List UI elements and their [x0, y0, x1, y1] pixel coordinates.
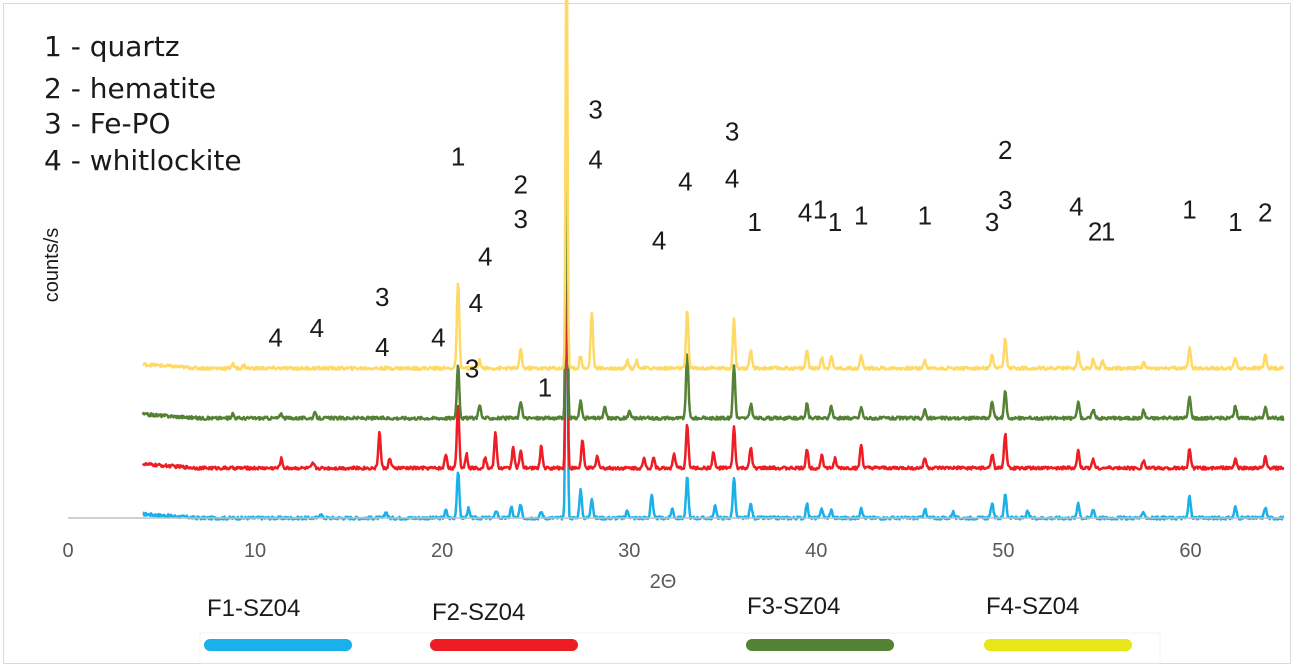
- chart-frame: [3, 3, 1291, 664]
- peak-label: 1: [1101, 216, 1115, 246]
- x-tick-label: 30: [618, 540, 640, 562]
- series-layer: [141, 0, 1285, 521]
- peak-label: 1: [747, 207, 761, 237]
- peak-label: 1: [828, 207, 842, 237]
- legend-box: [199, 632, 1161, 664]
- peak-label: 3: [465, 354, 479, 384]
- peak-label: 1: [1228, 207, 1242, 237]
- phase-key-item: 3 - Fe-PO: [44, 107, 171, 140]
- peak-label: 1: [813, 194, 827, 224]
- x-tick-label: 50: [992, 540, 1014, 562]
- peak-label: 4: [588, 145, 602, 175]
- peak-label: 4: [478, 241, 492, 271]
- peak-label: 4: [431, 322, 445, 352]
- x-tick-label: 40: [805, 540, 827, 562]
- peak-label: 4: [310, 313, 324, 343]
- x-tick-label: 20: [431, 540, 453, 562]
- x-tick-label: 0: [62, 540, 73, 562]
- x-tick-label: 10: [244, 540, 266, 562]
- series-line-f4-sz04: [142, 0, 1285, 372]
- peak-label: 3: [513, 204, 527, 234]
- peak-label: 2: [998, 135, 1012, 165]
- legend-label-f1: F1-SZ04: [207, 595, 300, 622]
- x-tick-layer: 0 10 20 30 40 50 60: [62, 540, 1201, 562]
- phase-key-item: 4 - whitlockite: [44, 144, 242, 177]
- peak-label: 4: [1069, 191, 1083, 221]
- series-line-f1-sz04: [142, 133, 1285, 521]
- peak-label: 1: [538, 372, 552, 402]
- peak-label: 3: [375, 282, 389, 312]
- peak-label: 2: [1088, 216, 1102, 246]
- peak-label: 1: [1182, 194, 1196, 224]
- y-axis-label: counts/s: [41, 228, 63, 302]
- peak-label: 4: [469, 288, 483, 318]
- peak-label: 4: [268, 322, 282, 352]
- series-line-f3-sz04: [141, 80, 1285, 421]
- phase-key: 1 - quartz 2 - hematite 3 - Fe-PO 4 - wh…: [44, 30, 242, 177]
- peak-label: 4: [798, 198, 812, 228]
- peak-label: 1: [918, 201, 932, 231]
- peak-label: 4: [375, 332, 389, 362]
- peak-label: 4: [725, 163, 739, 193]
- x-axis-label: 2Θ: [650, 571, 677, 593]
- peak-label: 3: [985, 207, 999, 237]
- legend: F1-SZ04 F2-SZ04 F3-SZ04 F4-SZ04: [199, 593, 1161, 664]
- peak-label: 2: [513, 170, 527, 200]
- peak-label: 3: [588, 95, 602, 125]
- peak-label: 3: [725, 116, 739, 146]
- phase-key-item: 2 - hematite: [44, 72, 216, 105]
- peak-annotation-layer: 1123434443414111132342111244344431: [268, 95, 1272, 403]
- peak-label: 4: [652, 226, 666, 256]
- series-line-f2-sz04: [141, 176, 1285, 471]
- legend-label-f3: F3-SZ04: [747, 593, 840, 620]
- x-tick-label: 60: [1179, 540, 1201, 562]
- peak-label: 2: [1258, 198, 1272, 228]
- peak-label: 4: [678, 166, 692, 196]
- peak-label: 3: [998, 185, 1012, 215]
- phase-key-item: 1 - quartz: [44, 30, 180, 63]
- legend-label-f2: F2-SZ04: [432, 599, 525, 626]
- legend-label-f4: F4-SZ04: [986, 593, 1079, 620]
- peak-label: 1: [854, 201, 868, 231]
- peak-label: 1: [451, 141, 465, 171]
